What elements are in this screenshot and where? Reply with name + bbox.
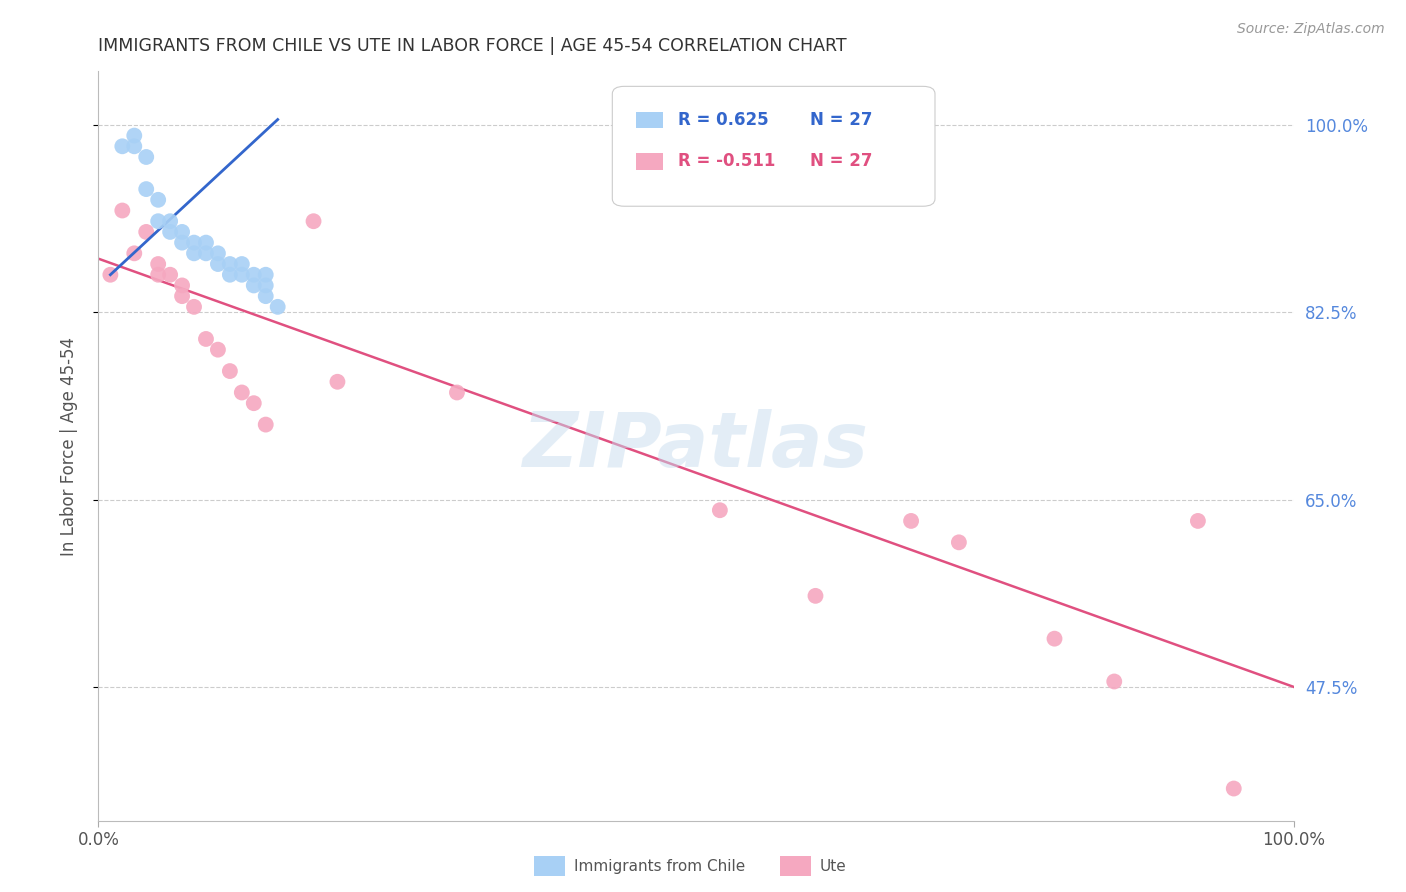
Text: N = 27: N = 27 — [810, 112, 872, 129]
Point — [207, 246, 229, 260]
Point — [219, 268, 242, 282]
Point — [231, 268, 253, 282]
Point — [172, 235, 194, 250]
Point — [254, 289, 277, 303]
Point — [135, 150, 157, 164]
Point — [254, 417, 277, 432]
Point — [207, 257, 229, 271]
Point — [183, 300, 205, 314]
Point — [183, 246, 205, 260]
Point — [948, 535, 970, 549]
Text: Immigrants from Chile: Immigrants from Chile — [574, 859, 745, 873]
Point — [111, 139, 134, 153]
Point — [1043, 632, 1066, 646]
Text: Source: ZipAtlas.com: Source: ZipAtlas.com — [1237, 22, 1385, 37]
Point — [195, 235, 218, 250]
Point — [172, 278, 194, 293]
Point — [124, 128, 146, 143]
Point — [98, 268, 122, 282]
Point — [135, 182, 157, 196]
Point — [900, 514, 922, 528]
Point — [124, 246, 146, 260]
Point — [148, 257, 170, 271]
Point — [231, 385, 253, 400]
Text: IMMIGRANTS FROM CHILE VS UTE IN LABOR FORCE | AGE 45-54 CORRELATION CHART: IMMIGRANTS FROM CHILE VS UTE IN LABOR FO… — [98, 37, 846, 54]
Text: Ute: Ute — [820, 859, 846, 873]
Point — [183, 235, 205, 250]
Point — [195, 332, 218, 346]
Text: R = -0.511: R = -0.511 — [678, 153, 776, 170]
Point — [231, 257, 253, 271]
Point — [254, 278, 277, 293]
Point — [1187, 514, 1209, 528]
Point — [219, 364, 242, 378]
Point — [148, 214, 170, 228]
Point — [172, 225, 194, 239]
Point — [804, 589, 827, 603]
Point — [1104, 674, 1126, 689]
Point — [302, 214, 325, 228]
Point — [148, 268, 170, 282]
Point — [326, 375, 349, 389]
Point — [159, 214, 181, 228]
Text: N = 27: N = 27 — [810, 153, 872, 170]
Text: ZIPatlas: ZIPatlas — [523, 409, 869, 483]
Bar — [637, 112, 662, 128]
Point — [135, 225, 157, 239]
Point — [243, 278, 266, 293]
Point — [1223, 781, 1246, 796]
Text: R = 0.625: R = 0.625 — [678, 112, 769, 129]
Point — [111, 203, 134, 218]
Point — [172, 289, 194, 303]
Point — [446, 385, 468, 400]
Point — [124, 139, 146, 153]
Point — [159, 225, 181, 239]
Point — [267, 300, 290, 314]
FancyBboxPatch shape — [613, 87, 935, 206]
Point — [195, 246, 218, 260]
Point — [148, 193, 170, 207]
Bar — [637, 153, 662, 169]
Point — [709, 503, 731, 517]
Point — [207, 343, 229, 357]
Point — [243, 268, 266, 282]
Point — [243, 396, 266, 410]
Point — [219, 257, 242, 271]
Point — [254, 268, 277, 282]
Y-axis label: In Labor Force | Age 45-54: In Labor Force | Age 45-54 — [59, 336, 77, 556]
Point — [159, 268, 181, 282]
